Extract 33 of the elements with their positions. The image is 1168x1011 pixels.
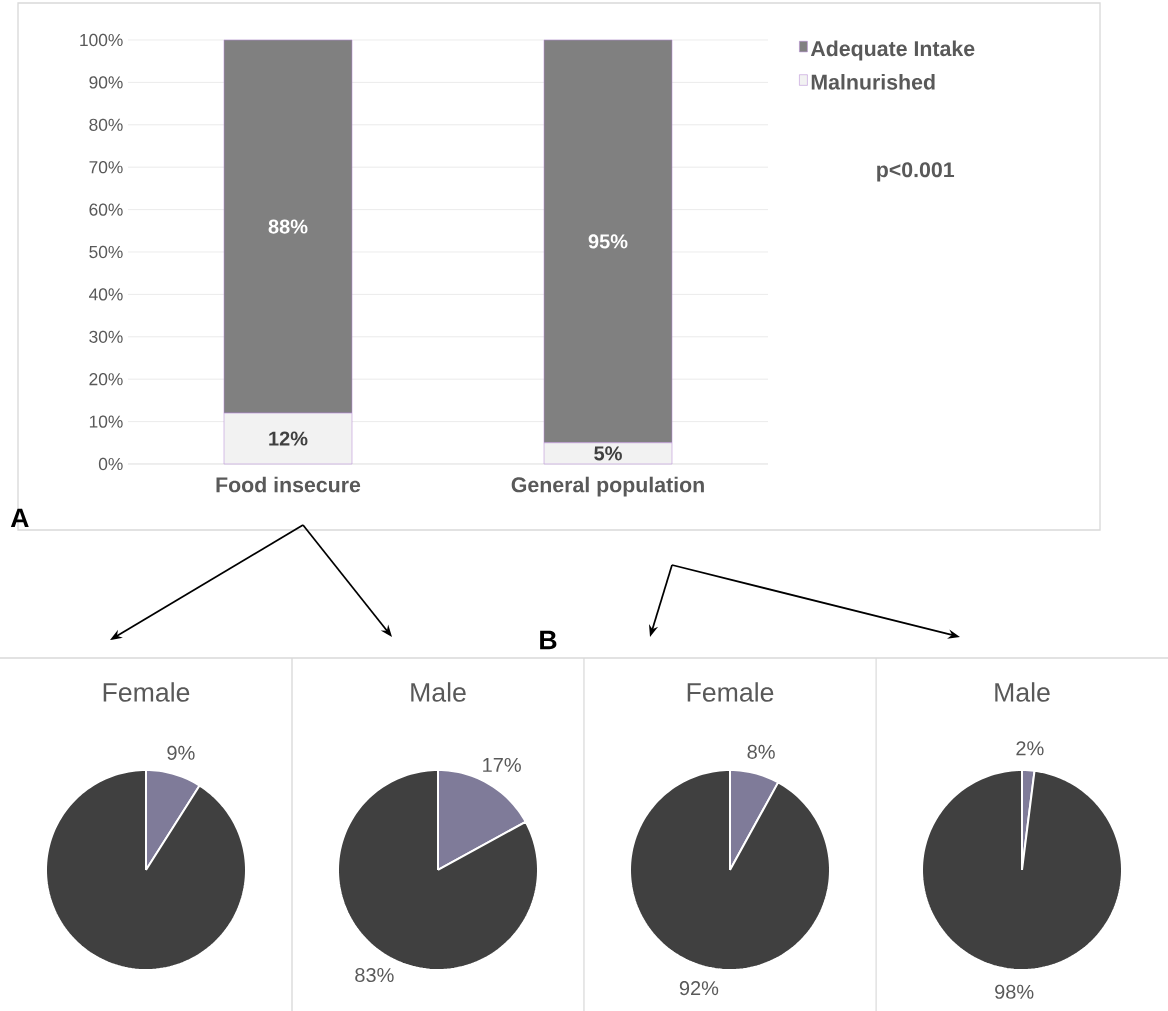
data-label: 5%: [594, 446, 622, 461]
x-tick-label: General population: [511, 476, 704, 497]
y-tick-label: 60%: [89, 203, 123, 216]
y-tick-label: 0%: [98, 457, 123, 471]
data-label: 12%: [269, 431, 308, 446]
chart-title: Female: [103, 682, 190, 702]
data-label: 83%: [355, 967, 394, 983]
y-tick-label: 80%: [89, 118, 123, 131]
data-label: 17%: [483, 758, 521, 772]
data-label: 88%: [268, 219, 308, 234]
chart-title: Male: [995, 682, 1050, 702]
data-label: 9%: [167, 745, 195, 760]
y-tick-label: 10%: [89, 415, 123, 428]
chart-title: Male: [411, 682, 466, 702]
data-label: 98%: [995, 984, 1034, 999]
data-label: 92%: [679, 981, 719, 996]
y-tick-label: 40%: [88, 288, 123, 301]
y-tick-label: 100%: [80, 33, 123, 47]
data-label: 2%: [1016, 741, 1044, 756]
legend-label: Malnurished: [811, 73, 935, 90]
y-tick-label: 50%: [89, 245, 123, 259]
chart-title: Female: [687, 682, 774, 702]
x-tick-label: Food insecure: [216, 476, 361, 493]
data-label: 8%: [747, 744, 775, 759]
text: B: [540, 630, 557, 650]
text: A: [10, 508, 29, 528]
legend-label: Adequate Intake: [810, 40, 975, 61]
y-tick-label: 20%: [89, 373, 123, 386]
y-tick-label: 90%: [89, 76, 123, 89]
y-tick-label: 30%: [89, 330, 123, 343]
data-label: 95%: [588, 234, 628, 249]
text: p<0.001: [877, 162, 955, 182]
y-tick-label: 70%: [89, 161, 123, 174]
